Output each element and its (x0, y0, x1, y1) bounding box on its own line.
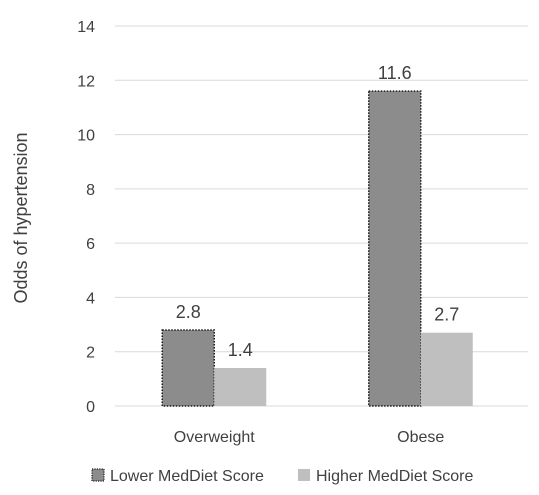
legend: Lower MedDiet Score Higher MedDiet Score (91, 468, 474, 485)
bars (161, 90, 473, 407)
y-tick-label: 0 (86, 399, 95, 416)
data-label: 2.8 (176, 302, 201, 322)
legend-label: Higher MedDiet Score (316, 468, 474, 485)
legend-label: Lower MedDiet Score (110, 468, 264, 485)
x-tick-labels: Overweight Obese (174, 429, 445, 446)
legend-swatch (91, 468, 105, 482)
x-tick-label: Obese (397, 429, 444, 446)
y-tick-label: 12 (77, 73, 95, 90)
legend-swatch (298, 469, 310, 481)
x-tick-label: Overweight (174, 429, 255, 446)
y-tick-label: 4 (86, 290, 95, 307)
y-axis-label: Odds of hypertension (11, 132, 31, 303)
data-label: 1.4 (228, 340, 253, 360)
bar-higher-meddiet-score-overweight (214, 368, 267, 406)
y-tick-label: 6 (86, 236, 95, 253)
data-label: 2.7 (434, 305, 459, 325)
y-tick-label: 2 (86, 345, 95, 362)
y-tick-labels: 0 2 4 6 8 10 12 14 (77, 19, 95, 416)
y-tick-label: 14 (77, 19, 95, 36)
bar-lower-meddiet-score-overweight (161, 329, 215, 407)
bar-higher-meddiet-score-obese (420, 332, 473, 406)
data-labels: 2.8 1.4 11.6 2.7 (176, 63, 460, 360)
bar-lower-meddiet-score-obese (368, 90, 422, 407)
y-tick-label: 10 (77, 128, 95, 145)
y-tick-label: 8 (86, 182, 95, 199)
data-label: 11.6 (378, 63, 412, 83)
